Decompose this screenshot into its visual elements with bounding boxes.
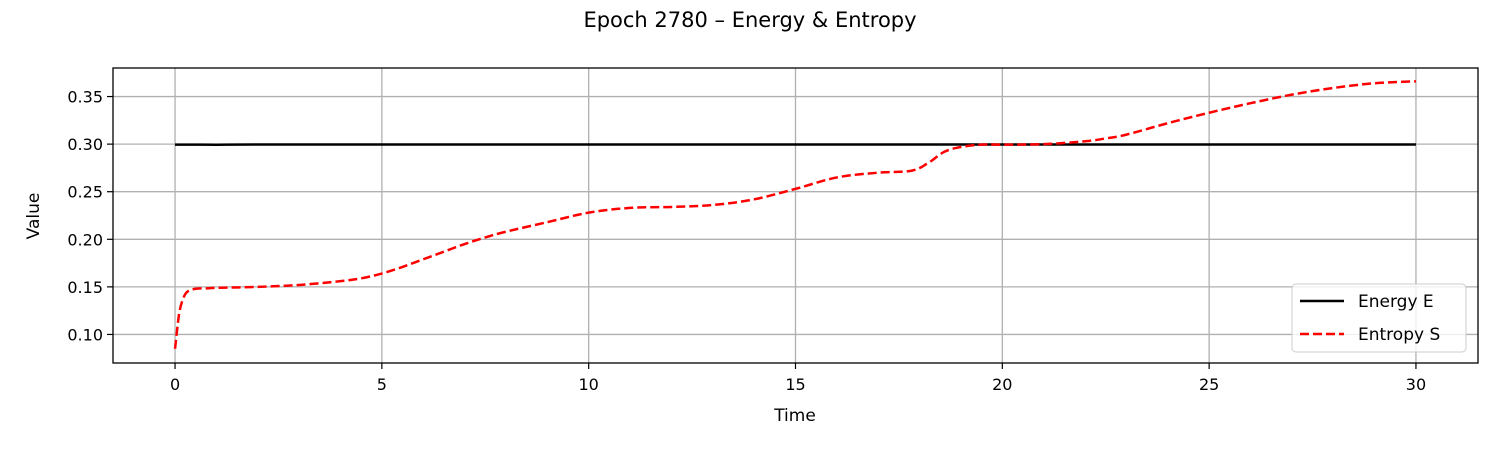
x-tick-label: 0 bbox=[170, 375, 180, 394]
y-tick-label: 0.25 bbox=[67, 183, 103, 202]
x-tick-label: 20 bbox=[992, 375, 1012, 394]
x-tick-label: 15 bbox=[785, 375, 805, 394]
x-axis-ticks: 0 5 10 15 20 25 30 bbox=[170, 363, 1426, 394]
y-axis-ticks: 0.10 0.15 0.20 0.25 0.30 0.35 bbox=[67, 88, 113, 344]
x-tick-label: 25 bbox=[1199, 375, 1219, 394]
legend-label-entropy: Entropy S bbox=[1358, 325, 1440, 345]
y-tick-label: 0.20 bbox=[67, 230, 103, 249]
y-tick-label: 0.15 bbox=[67, 278, 103, 297]
x-tick-label: 30 bbox=[1406, 375, 1426, 394]
legend-label-energy: Energy E bbox=[1358, 292, 1434, 312]
chart-title: Epoch 2780 – Energy & Entropy bbox=[583, 8, 916, 32]
x-axis-label: Time bbox=[773, 406, 816, 426]
y-tick-label: 0.30 bbox=[67, 135, 103, 154]
series-line-entropy-s bbox=[173, 80, 1417, 349]
grid bbox=[113, 68, 1478, 363]
y-tick-label: 0.10 bbox=[67, 325, 103, 344]
y-tick-label: 0.35 bbox=[67, 88, 103, 107]
x-tick-label: 10 bbox=[579, 375, 599, 394]
series-layer bbox=[173, 80, 1417, 349]
x-tick-label: 5 bbox=[377, 375, 387, 394]
y-axis-label: Value bbox=[24, 193, 44, 240]
legend: Energy E Entropy S bbox=[1291, 283, 1467, 353]
plot-frame bbox=[112, 67, 1479, 364]
